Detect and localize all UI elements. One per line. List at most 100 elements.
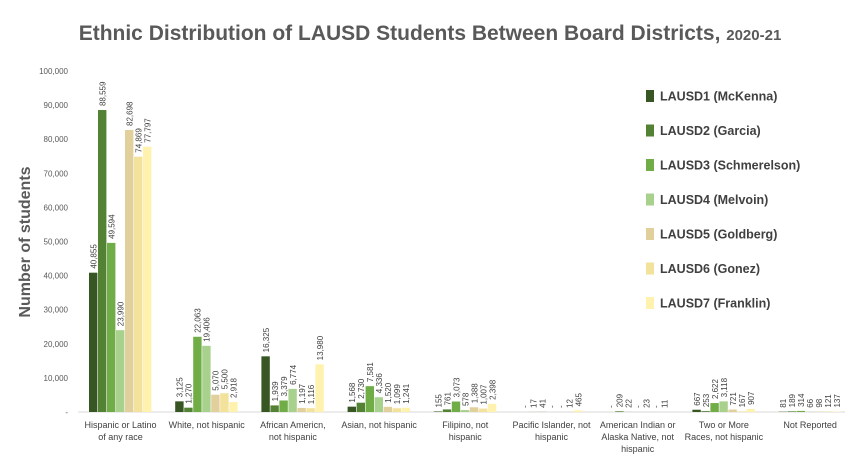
bar: [392, 408, 401, 412]
data-label: 137: [833, 394, 842, 408]
data-label: 1,007: [479, 384, 488, 405]
x-axis-category-labels: Hispanic or Latino of any race White, not …: [84, 420, 836, 454]
data-label: 17: [530, 398, 539, 407]
y-tick-label: 80,000: [44, 135, 69, 144]
data-label: 667: [693, 392, 702, 406]
bar: [202, 345, 211, 412]
bar: [288, 388, 297, 412]
bar: [701, 411, 710, 412]
bar: [175, 401, 184, 412]
data-label: 761: [443, 392, 452, 406]
bar: [220, 393, 229, 412]
bar: [737, 411, 746, 412]
x-category-label: hispanic: [449, 432, 483, 442]
bar: [787, 411, 796, 412]
legend-swatch: [646, 262, 654, 275]
bar: [728, 409, 737, 412]
bar: [306, 408, 315, 412]
data-label: 3,118: [720, 377, 729, 397]
data-label: 155: [434, 394, 443, 408]
data-label: 41: [539, 398, 548, 407]
y-tick-label: -: [65, 408, 68, 417]
data-label: 2,398: [488, 379, 497, 400]
data-label: 253: [702, 393, 711, 407]
y-tick-label: 20,000: [44, 340, 69, 349]
data-label: 314: [797, 393, 806, 407]
y-tick-label: 10,000: [44, 374, 69, 383]
data-label: 3,125: [176, 377, 185, 398]
data-label: 3,073: [452, 377, 461, 398]
bar: [134, 156, 143, 412]
y-tick-label: 70,000: [44, 169, 69, 178]
y-tick-label: 50,000: [44, 238, 69, 247]
data-label: 66: [806, 398, 815, 407]
bar: [433, 411, 443, 412]
bar: [211, 394, 220, 412]
bar: [383, 406, 392, 412]
legend-swatch: [646, 124, 654, 137]
bar: [261, 356, 270, 412]
data-label: 23: [643, 398, 652, 407]
legend: LAUSD1 (McKenna) LAUSD2 (Garcia) LAUSD3 (S…: [646, 90, 800, 311]
legend-label: LAUSD4 (Melvoin): [660, 193, 768, 207]
bar: [270, 405, 279, 412]
data-label: 4,336: [375, 373, 384, 394]
bar: [184, 407, 193, 412]
x-category-label: not hispanic: [269, 432, 318, 442]
legend-swatch: [646, 297, 654, 309]
bar: [98, 110, 107, 413]
chart-title-main: Ethnic Distribution of LAUSD Students Be…: [78, 22, 721, 45]
legend-label: LAUSD1 (McKenna): [660, 90, 777, 104]
x-category-label: Not Reported: [783, 420, 837, 430]
data-label: 907: [747, 391, 756, 405]
data-label: 578: [461, 392, 470, 406]
bar: [143, 146, 152, 413]
data-label: 121: [824, 394, 833, 408]
data-label: -: [557, 405, 566, 408]
x-category-label: Filipino, not: [442, 420, 489, 430]
bar-series-group: [89, 110, 841, 413]
x-category-label: Pacific Islander, not: [512, 420, 591, 430]
data-label: 13,980: [316, 335, 325, 360]
bar: [89, 272, 98, 412]
data-label: -: [634, 405, 643, 408]
bar: [442, 409, 452, 412]
x-category-label: American Indian or: [600, 420, 676, 430]
data-label: 1,388: [470, 383, 479, 404]
bar: [710, 403, 719, 412]
data-label: 1,116: [307, 384, 316, 404]
bar: [193, 336, 202, 412]
chart-title: Ethnic Distribution of LAUSD Students Be…: [0, 22, 860, 46]
x-category-label: Hispanic or Latino: [84, 420, 156, 430]
data-label: 2,918: [230, 377, 239, 398]
data-label: 2,730: [357, 378, 366, 399]
x-category-label: African Americn,: [260, 420, 326, 430]
data-label: 1,939: [271, 381, 280, 402]
x-category-label: Asian, not hispanic: [341, 420, 417, 430]
data-label: -: [548, 405, 557, 408]
legend-swatch: [646, 228, 654, 240]
y-tick-label: 40,000: [44, 272, 69, 281]
data-label: 40,855: [90, 244, 99, 269]
data-label: 721: [729, 392, 738, 406]
data-label: 11: [661, 399, 670, 408]
bar: [356, 402, 365, 412]
chart-title-year: 2020-21: [726, 27, 782, 44]
legend-label: LAUSD5 (Goldberg): [660, 228, 777, 242]
bar: [107, 242, 116, 412]
legend-swatch: [646, 90, 654, 102]
bar: [719, 401, 728, 412]
data-label: 74,869: [135, 128, 144, 153]
bar: [692, 409, 701, 412]
x-category-label: Races, not hispanic: [685, 432, 764, 442]
bar: [279, 400, 288, 412]
x-category-label: hispanic: [535, 432, 569, 442]
legend-swatch: [646, 159, 654, 171]
data-label: 5,070: [212, 370, 221, 391]
data-label: 1,099: [393, 384, 402, 405]
y-tick-label: 30,000: [44, 306, 69, 315]
data-label: 77,797: [144, 118, 153, 143]
bar: [374, 397, 383, 412]
data-label: 6,774: [289, 364, 298, 385]
